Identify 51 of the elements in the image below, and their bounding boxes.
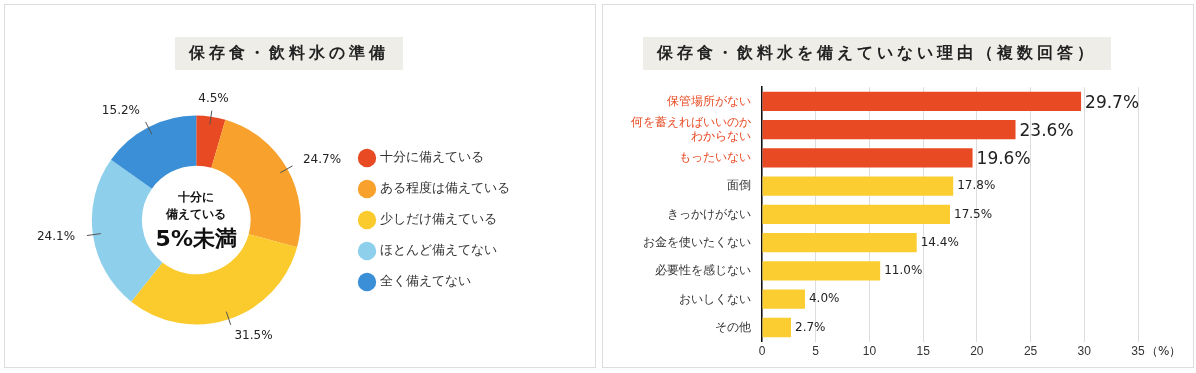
bar xyxy=(762,204,950,225)
x-tick-label: 0 xyxy=(758,344,766,359)
y-tick-label: 面倒 xyxy=(727,178,751,193)
bar xyxy=(762,148,973,168)
x-tick-label: 30 xyxy=(1077,344,1092,359)
data-label: 17.8% xyxy=(957,178,996,193)
x-tick-label: 15 xyxy=(916,344,931,359)
data-label: 17.5% xyxy=(954,206,993,221)
y-tick-label: 何を蓄えればいいのかわからない xyxy=(631,114,751,144)
y-tick-label: もったいない xyxy=(679,150,751,165)
y-tick-label: 保管場所がない xyxy=(667,93,751,108)
data-label: 23.6% xyxy=(1019,120,1074,141)
chart-title: 保存食・飲料水の準備 xyxy=(175,37,403,70)
y-tick-label: きっかけがない xyxy=(667,206,751,221)
x-tick-label: 5 xyxy=(812,344,820,359)
x-tick-label: 20 xyxy=(970,344,984,359)
data-label: 4.0% xyxy=(808,291,840,306)
legend-label: ある程度は備えている xyxy=(380,180,510,196)
bar xyxy=(762,289,805,309)
data-label: 29.7% xyxy=(1085,91,1140,112)
bar xyxy=(762,91,1082,111)
text: 備えている xyxy=(165,207,227,222)
data-label: 4.5% xyxy=(198,90,229,105)
legend-label: ほとんど備えてない xyxy=(380,242,497,258)
bar xyxy=(762,317,792,338)
data-label: 14.4% xyxy=(920,234,959,249)
bar xyxy=(762,119,1016,140)
bar xyxy=(762,233,917,253)
x-tick-label: 25 xyxy=(1023,344,1038,359)
bar xyxy=(762,176,954,196)
y-tick-label: 必要性を感じない xyxy=(655,263,751,278)
data-label: 24.7% xyxy=(302,152,342,167)
data-label: 19.6% xyxy=(976,148,1031,169)
legend-label: 少しだけ備えている xyxy=(380,211,497,227)
bar xyxy=(762,261,881,281)
legend-label: 全く備えてない xyxy=(380,273,471,289)
x-tick-label: 10 xyxy=(862,344,877,359)
data-label: 2.7% xyxy=(795,319,826,334)
data-label: 31.5% xyxy=(234,328,273,343)
text: 十分に xyxy=(177,190,215,205)
y-tick-label: その他 xyxy=(715,319,751,334)
text: 5%未満 xyxy=(155,225,237,251)
chart-title: 保存食・飲料水を備えていない理由（複数回答） xyxy=(643,37,1111,70)
legend-label: 十分に備えている xyxy=(380,149,484,165)
data-label: 11.0% xyxy=(884,263,923,278)
data-label: 15.2% xyxy=(101,103,140,118)
x-tick-label: 35 xyxy=(1131,344,1145,359)
data-label: 24.1% xyxy=(36,229,76,244)
y-tick-label: おいしくない xyxy=(679,291,751,306)
y-tick-label: お金を使いたくない xyxy=(643,234,751,249)
x-axis-title: （%） xyxy=(1146,343,1182,358)
